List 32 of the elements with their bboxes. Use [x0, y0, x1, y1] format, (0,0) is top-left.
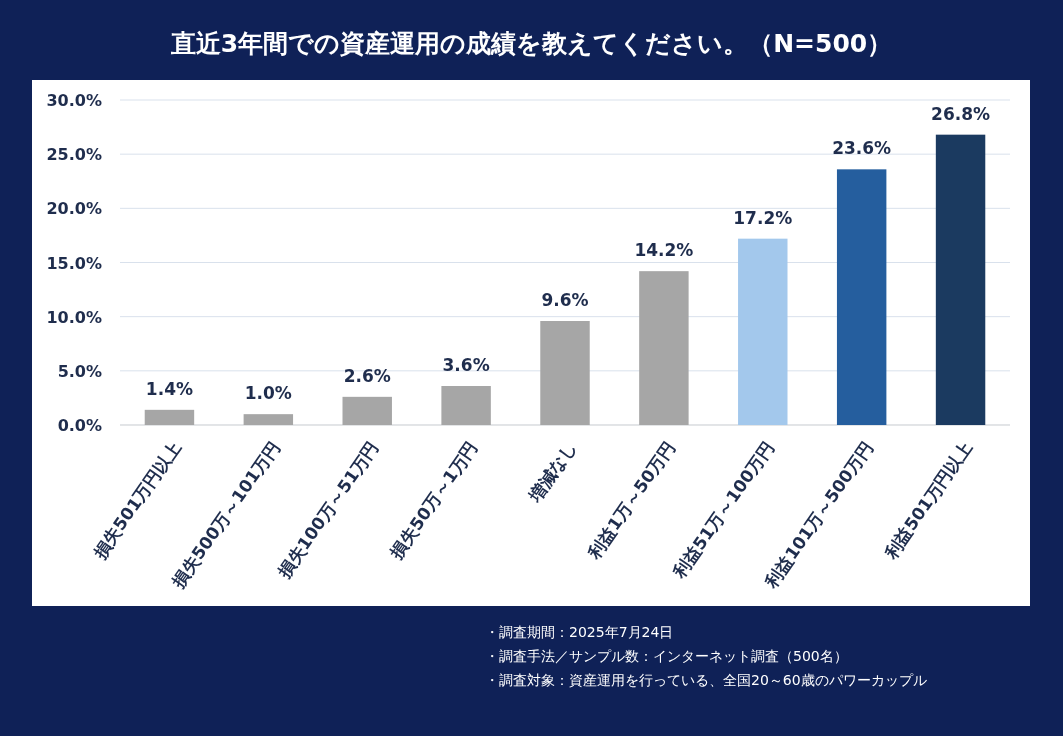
- data-label: 3.6%: [442, 355, 490, 375]
- text: ・調査期間：2025年7月24日: [485, 624, 674, 640]
- text: ・調査対象：資産運用を行っている、全国20～60歳のパワーカップル: [485, 672, 927, 688]
- bar: [540, 321, 590, 425]
- data-label: 23.6%: [832, 138, 892, 159]
- y-tick-label: 25.0%: [46, 145, 102, 165]
- x-tick-label: 増減なし: [524, 437, 581, 506]
- data-label: 9.6%: [541, 290, 589, 310]
- data-label: 1.4%: [145, 378, 194, 399]
- data-label: 1.0%: [244, 383, 292, 404]
- y-tick-label: 15.0%: [46, 253, 102, 273]
- y-tick-label: 10.0%: [46, 307, 102, 327]
- bar: [144, 409, 195, 425]
- data-label: 26.8%: [931, 103, 991, 124]
- bar: [441, 386, 491, 425]
- y-tick-label: 20.0%: [46, 199, 102, 219]
- chart-title: 直近3年間での資産運用の成績を教えてください。（N=500）: [169, 29, 893, 58]
- bar: [243, 414, 294, 425]
- y-tick-label: 5.0%: [57, 361, 102, 381]
- x-tick-label: 損失50万～1万円: [385, 437, 482, 563]
- bar: [639, 271, 689, 425]
- bar: [738, 238, 788, 425]
- bar: [935, 134, 986, 425]
- bar: [836, 169, 887, 425]
- data-label: 14.2%: [634, 240, 694, 261]
- text: ・調査手法／サンプル数：インターネット調査（500名）: [485, 648, 848, 664]
- x-tick-label: 利益1万～50万円: [583, 437, 680, 563]
- y-tick-label: 30.0%: [46, 91, 102, 110]
- y-tick-label: 0.0%: [57, 416, 102, 435]
- data-label: 2.6%: [343, 365, 391, 386]
- data-label: 17.2%: [733, 207, 793, 228]
- bar: [342, 396, 392, 425]
